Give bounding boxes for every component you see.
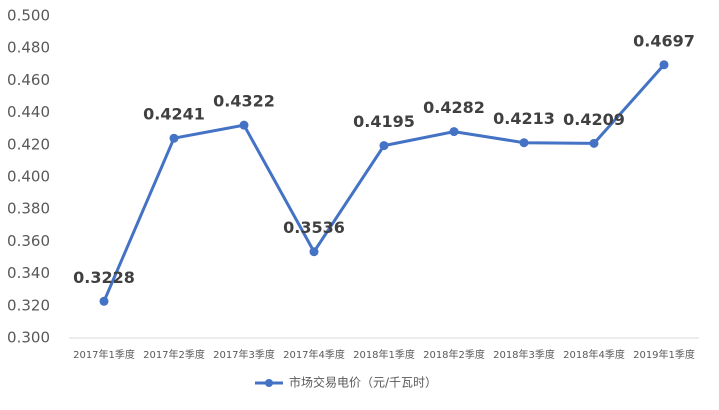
y-tick-label: 0.300 <box>7 329 50 347</box>
y-tick-label: 0.480 <box>7 39 50 57</box>
marker <box>99 296 109 306</box>
data-label: 0.4195 <box>353 112 415 131</box>
x-tick-label: 2019年1季度 <box>633 348 695 361</box>
data-label: 0.4241 <box>143 105 205 124</box>
marker <box>239 120 249 130</box>
y-tick-label: 0.360 <box>7 232 50 250</box>
marker <box>309 247 319 257</box>
marker <box>589 138 599 148</box>
legend-marker <box>265 379 273 387</box>
y-tick-label: 0.460 <box>7 71 50 89</box>
data-label: 0.3228 <box>73 268 135 287</box>
data-label: 0.4209 <box>563 110 625 129</box>
x-tick-label: 2017年2季度 <box>143 348 205 361</box>
x-tick-label: 2017年3季度 <box>213 348 275 361</box>
legend-label: 市场交易电价（元/千瓦时） <box>289 375 437 390</box>
marker <box>169 133 179 143</box>
data-label: 0.4213 <box>493 109 555 128</box>
y-tick-label: 0.380 <box>7 200 50 218</box>
data-label: 0.4322 <box>213 92 275 111</box>
marker <box>379 141 389 151</box>
x-tick-label: 2018年4季度 <box>563 348 625 361</box>
y-tick-label: 0.500 <box>7 7 50 25</box>
x-tick-label: 2017年4季度 <box>283 348 345 361</box>
line <box>102 63 666 302</box>
marker <box>449 127 459 137</box>
x-tick-label: 2018年1季度 <box>353 348 415 361</box>
data-label: 0.4697 <box>633 31 695 50</box>
data-label: 0.3536 <box>283 218 345 237</box>
marker <box>659 60 669 70</box>
marker <box>519 138 529 148</box>
y-tick-label: 0.440 <box>7 103 50 121</box>
data-label: 0.4282 <box>423 98 485 117</box>
y-tick-label: 0.420 <box>7 135 50 153</box>
x-tick-label: 2017年1季度 <box>73 348 135 361</box>
x-tick-label: 2018年2季度 <box>423 348 485 361</box>
y-tick-label: 0.400 <box>7 168 50 186</box>
y-tick-label: 0.320 <box>7 296 50 314</box>
y-tick-label: 0.340 <box>7 264 50 282</box>
x-tick-label: 2018年3季度 <box>493 348 555 361</box>
